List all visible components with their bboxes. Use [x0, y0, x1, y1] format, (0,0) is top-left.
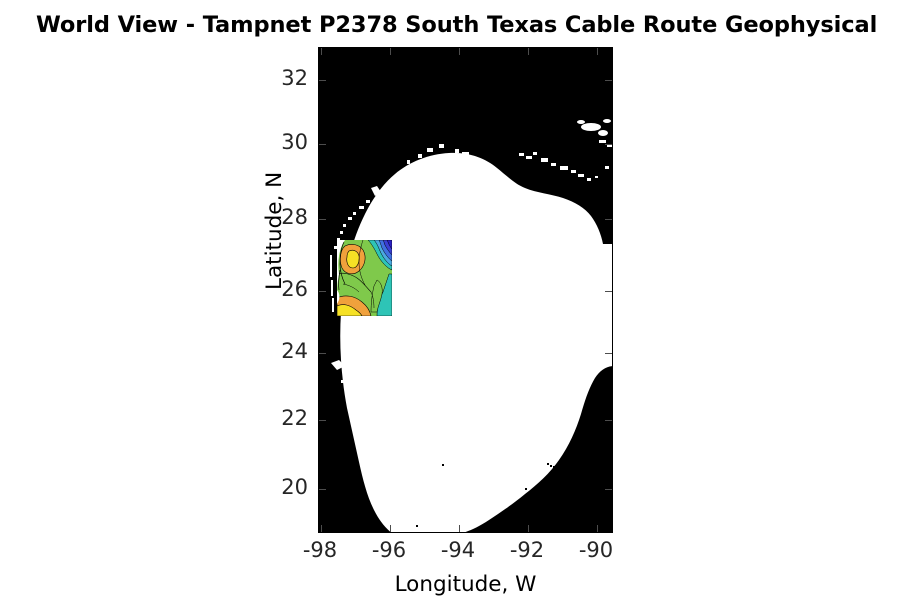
tick-y-right-30	[605, 144, 612, 145]
ytick-label-20: 20	[281, 475, 308, 499]
tick-y-right-20	[605, 489, 612, 490]
x-axis-title: Longitude, W	[394, 572, 537, 597]
tick-x-top-94	[459, 48, 460, 55]
tick-y-30	[319, 144, 326, 145]
tick-y-28	[319, 219, 326, 220]
ytick-label-28: 28	[281, 205, 308, 229]
xtick-label-98: -98	[302, 538, 338, 562]
xtick-label-90: -90	[578, 538, 614, 562]
tick-x-top-90	[597, 48, 598, 55]
ytick-label-22: 22	[281, 406, 308, 430]
tick-y-24	[319, 353, 326, 354]
tick-x-94	[459, 525, 460, 532]
tick-y-right-28	[605, 219, 612, 220]
coastline-speckles	[330, 119, 612, 527]
tick-y-right-24	[605, 353, 612, 354]
tick-y-20	[319, 489, 326, 490]
contour-fill-plot	[337, 240, 392, 316]
xtick-label-94: -94	[440, 538, 476, 562]
ytick-label-32: 32	[281, 66, 308, 90]
tick-y-right-22	[605, 420, 612, 421]
ytick-label-26: 26	[281, 277, 308, 301]
tick-x-90	[597, 525, 598, 532]
tick-y-26	[319, 291, 326, 292]
y-axis-title: Latitude, N	[262, 171, 287, 290]
tick-x-top-92	[528, 48, 529, 55]
tick-y-right-32	[605, 80, 612, 81]
tick-x-top-98	[321, 48, 322, 55]
page-title: World View - Tampnet P2378 South Texas C…	[36, 12, 878, 38]
tick-x-96	[390, 525, 391, 532]
basemap-water-mask	[340, 152, 612, 532]
tick-x-top-96	[390, 48, 391, 55]
tick-x-92	[528, 525, 529, 532]
xtick-label-96: -96	[371, 538, 407, 562]
survey-contour-inset[interactable]	[337, 240, 392, 316]
xtick-label-92: -92	[509, 538, 545, 562]
ytick-label-30: 30	[281, 130, 308, 154]
tick-y-32	[319, 80, 326, 81]
tick-y-22	[319, 420, 326, 421]
map-axes[interactable]	[318, 47, 613, 533]
tick-x-98	[321, 525, 322, 532]
ytick-label-24: 24	[281, 339, 308, 363]
tick-y-right-26	[605, 291, 612, 292]
